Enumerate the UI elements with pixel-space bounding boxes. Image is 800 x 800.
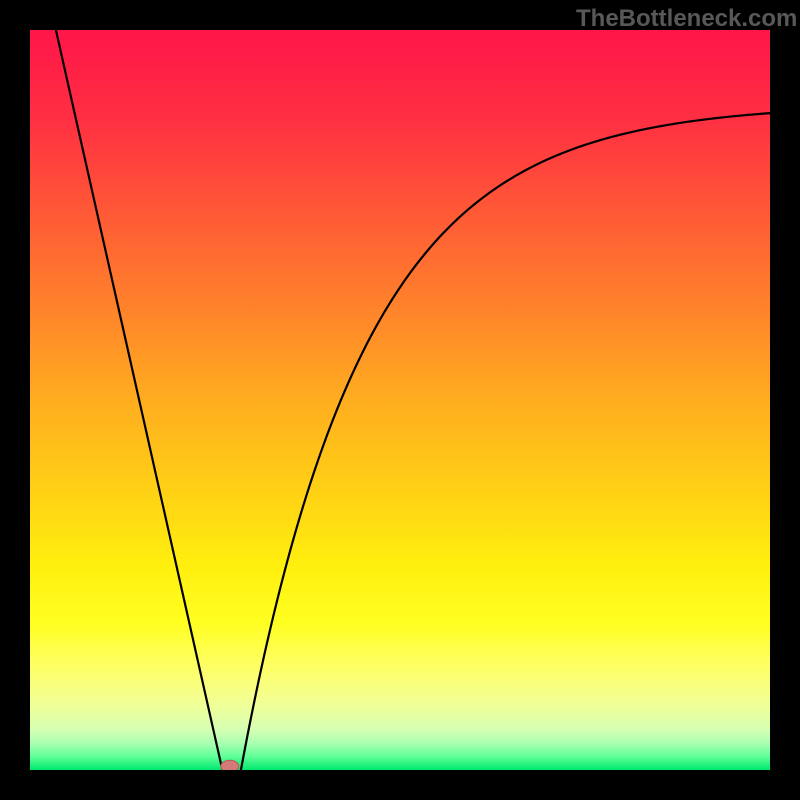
- watermark-text: TheBottleneck.com: [576, 5, 797, 33]
- black-frame: [0, 0, 800, 800]
